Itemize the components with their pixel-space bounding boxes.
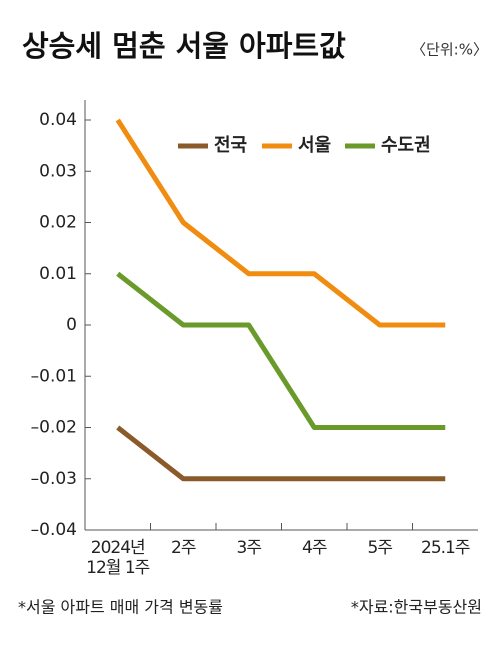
x-tick-label: 2024년 12월 1주 xyxy=(86,538,150,578)
x-tick-label: 2주 xyxy=(171,538,196,558)
source: *자료:한국부동산원 xyxy=(351,598,482,617)
unit: 〈단위:%〉 xyxy=(411,41,488,59)
y-tick-label: 0.02 xyxy=(39,213,77,233)
line xyxy=(116,271,446,430)
chart-title: 상승세 멈춘 서울 아파트값 xyxy=(22,29,346,63)
x-tick-label: 4주 xyxy=(302,538,327,558)
y-tick-label: 0.01 xyxy=(39,264,77,284)
legend-label: 수도권 xyxy=(381,135,431,156)
y-tick-label: –0.01 xyxy=(31,366,77,386)
line xyxy=(116,425,446,482)
y-tick-label: –0.04 xyxy=(31,520,77,540)
x-tick-label: 25.1주 xyxy=(421,538,471,558)
footnote: *서울 아파트 매매 가격 변동률 xyxy=(18,598,223,617)
y-tick-label: –0.02 xyxy=(31,418,77,438)
x-tick-label: 3주 xyxy=(236,538,262,558)
line xyxy=(115,118,446,328)
y-tick-label: –0.03 xyxy=(31,469,77,489)
y-tick-label: 0.03 xyxy=(39,161,77,181)
y-tick-label: 0.04 xyxy=(39,110,77,130)
legend-label: 서울 xyxy=(298,135,331,156)
y-tick-label: 0 xyxy=(66,315,77,335)
x-tick-label: 5주 xyxy=(367,538,393,558)
legend-label: 전국 xyxy=(214,135,247,156)
